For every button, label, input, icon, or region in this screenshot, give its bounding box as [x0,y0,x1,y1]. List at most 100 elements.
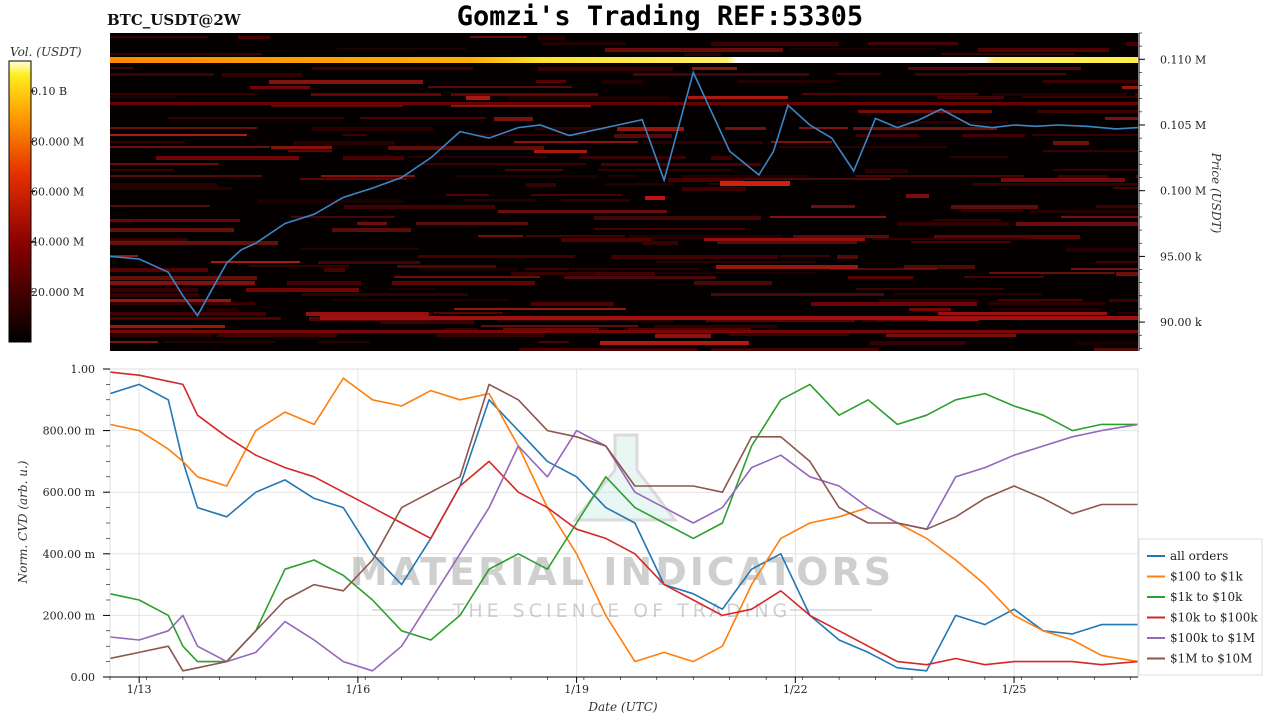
heatmap-cell [600,341,749,345]
heatmap-cell [972,183,1138,186]
heatmap-cell [992,93,1127,96]
heatmap-cell [392,281,535,285]
colorbar-label: Vol. (USDT) [10,45,82,59]
heatmap-cell [711,42,839,46]
cvd-series-line [110,377,1138,663]
heatmap-cell [288,150,332,152]
heatmap-cell [470,36,527,38]
heatmap-cell [110,222,134,224]
heatmap-cell [1061,216,1138,218]
heatmap-cell [110,67,134,69]
heatmap-cell [1094,348,1138,351]
heatmap-cell [771,141,832,143]
heatmap-cell [110,175,262,177]
heatmap-cell [1076,341,1138,345]
heatmap-cell [478,134,585,136]
heatmap-cell [1022,96,1138,98]
heatmap-cell [950,156,1008,158]
heatmap-cell [110,183,218,187]
heatmap-cell [811,302,977,306]
heatmap-cell [657,261,816,263]
heatmap-cell [993,308,1101,311]
heatmap-cell [594,228,745,230]
heatmap-cell [656,272,816,274]
heatmap-cell [790,48,936,50]
cvd-y-tick-label: 600.00 m [43,486,96,499]
heatmap-cell [614,134,672,138]
heatmap-cell [633,73,809,76]
heatmap-cell [525,268,569,270]
heatmap-cell [312,67,473,70]
cvd-y-tick-label: 800.00 m [43,425,96,438]
heatmap-cell [862,320,929,322]
heatmap-cell [1105,117,1138,120]
heatmap-cell [269,80,423,84]
cvd-y-tick-label: 400.00 m [43,548,96,561]
colorbar-tick-label: 80.000 M [31,135,84,148]
heatmap-cell [684,53,721,56]
heatmap-cell [561,238,652,242]
heatmap-cell [271,146,332,149]
heatmap-cell [978,48,1109,52]
cvd-y-tick-label: 0.00 [71,671,96,684]
heatmap-cell [498,210,667,213]
heatmap-cell [331,299,510,301]
heatmap-cell [1071,268,1138,270]
heatmap-cell [897,222,1009,226]
heatmap-cell [909,308,951,311]
heatmap-cell [463,199,536,202]
heatmap-cell [611,255,778,259]
heatmap-cell [737,80,836,83]
heatmap-cell [416,222,528,225]
legend-label: $100k to $1M [1170,631,1255,645]
heatmap-cell [915,73,969,76]
heatmap-cell [343,134,366,136]
heatmap-cell [466,96,490,100]
heatmap-cell [1058,175,1108,179]
cvd-series-line [110,383,1138,672]
heatmap-cell [879,299,979,302]
heatmap-cell [682,175,808,178]
price-line [110,70,1138,317]
heatmap-cell [451,93,598,96]
cvd-series-line [110,371,1138,666]
heatmap-cell [110,293,199,297]
heatmap-cell [706,320,855,322]
price-tick-label: 95.00 k [1160,250,1202,263]
heatmap-cell [249,265,349,267]
heatmap-cell [629,235,781,239]
heatmap-cell [1053,141,1089,145]
legend-label: $1k to $10k [1170,590,1243,604]
heatmap-cell [561,199,630,202]
heatmap-cell [729,334,849,336]
heatmap-cell [780,255,830,257]
heatmap-cell [389,288,436,290]
heatmap-cell [222,73,302,77]
heatmap-cell [951,205,1038,209]
heatmap-cell [110,163,219,165]
heatmap-cell [799,127,848,129]
pair-label: BTC_USDT@2W [107,11,242,29]
heatmap-cell [343,156,404,160]
heatmap-cell [668,178,744,182]
heatmap-cell [110,334,213,337]
heatmap-cell [1136,175,1138,178]
heatmap-cell [110,187,232,190]
heatmap-cell [655,334,711,338]
heatmap-wall [110,102,1138,105]
heatmap-cell [1066,248,1138,252]
price-axis-ticks: 90.00 k 95.00 k 0.100 M 0.105 M 0.110 M [1139,32,1206,349]
heatmap-cell [837,255,858,259]
chart-title: Gomzi's Trading REF:53305 [457,1,863,32]
heatmap-cell [418,268,518,271]
heatmap-cell [1135,93,1138,97]
heatmap-cell [508,96,669,100]
heatmap-cell [456,175,598,178]
heatmap-cell [858,110,992,113]
cvd-x-tick-label: 1/13 [127,683,152,696]
heatmap-cell [937,96,1004,99]
colorbar-tick-label: 0.10 B [31,85,67,98]
heatmap-cell [494,117,533,121]
colorbar-tick-label: 60.000 M [31,185,84,198]
heatmap-cell [332,228,411,232]
